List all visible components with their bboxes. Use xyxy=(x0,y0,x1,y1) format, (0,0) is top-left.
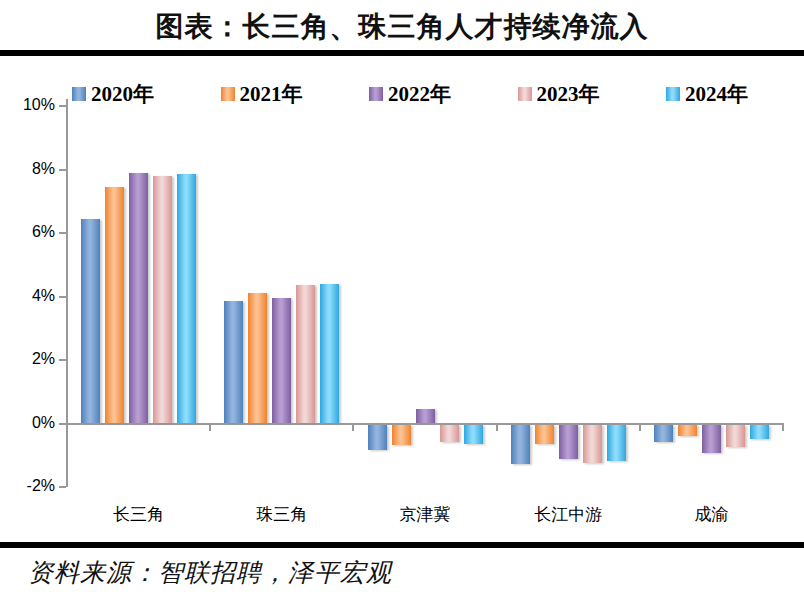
y-axis-tick xyxy=(59,232,66,234)
bar-2023年-珠三角 xyxy=(296,285,315,423)
bar-chart-plot: 10% 8% 6% 4% 2% 0% -2% 长三角珠三角京津冀长江中游成渝 xyxy=(0,0,804,600)
y-axis-tick-label: -2% xyxy=(7,477,55,495)
bar-2021年-长三角 xyxy=(105,187,124,424)
bar-2022年-京津冀 xyxy=(416,409,435,423)
bar-2023年-京津冀 xyxy=(440,425,459,442)
bar-2024年-珠三角 xyxy=(320,284,339,424)
category-label: 成渝 xyxy=(640,503,783,526)
category-axis-tick xyxy=(496,425,498,431)
y-axis-tick-label: 6% xyxy=(7,223,55,241)
bar-2022年-珠三角 xyxy=(272,298,291,423)
category-label: 长三角 xyxy=(67,503,210,526)
bar-2020年-长江中游 xyxy=(511,425,530,465)
y-axis-tick-label: 8% xyxy=(7,160,55,178)
bar-2021年-长江中游 xyxy=(535,425,554,444)
bar-2024年-长江中游 xyxy=(607,425,626,462)
y-axis-tick xyxy=(59,423,66,425)
category-axis-tick xyxy=(782,425,784,431)
bar-2024年-长三角 xyxy=(177,174,196,423)
category-label: 京津冀 xyxy=(353,503,496,526)
bar-2022年-成渝 xyxy=(702,425,721,454)
bar-2022年-长江中游 xyxy=(559,425,578,460)
bar-2023年-长三角 xyxy=(153,176,172,424)
category-axis-tick xyxy=(352,425,354,431)
bar-2024年-成渝 xyxy=(750,425,769,439)
bar-2021年-珠三角 xyxy=(248,293,267,423)
bar-2022年-长三角 xyxy=(129,173,148,424)
y-axis-tick xyxy=(59,486,66,488)
bar-2020年-成渝 xyxy=(654,425,673,442)
source-note: 资料来源：智联招聘，泽平宏观 xyxy=(28,556,392,589)
y-axis-tick-label: 2% xyxy=(7,350,55,368)
bar-2023年-成渝 xyxy=(726,425,745,447)
category-axis-tick xyxy=(209,425,211,431)
bar-2020年-京津冀 xyxy=(368,425,387,450)
bar-2021年-成渝 xyxy=(678,425,697,436)
bar-2020年-珠三角 xyxy=(224,301,243,423)
bottom-divider xyxy=(0,542,804,548)
category-label: 珠三角 xyxy=(210,503,353,526)
y-axis-tick-label: 0% xyxy=(7,414,55,432)
bar-2023年-长江中游 xyxy=(583,425,602,463)
y-axis-tick xyxy=(59,296,66,298)
y-axis-tick xyxy=(59,359,66,361)
y-axis-tick-label: 10% xyxy=(7,96,55,114)
category-label: 长江中游 xyxy=(497,503,640,526)
y-axis-tick xyxy=(59,169,66,171)
bar-2020年-长三角 xyxy=(81,219,100,424)
bar-2024年-京津冀 xyxy=(464,425,483,444)
y-axis-tick-label: 4% xyxy=(7,287,55,305)
y-axis-tick xyxy=(59,105,66,107)
category-axis-tick xyxy=(639,425,641,431)
bar-2021年-京津冀 xyxy=(392,425,411,446)
category-axis-tick xyxy=(66,425,68,431)
